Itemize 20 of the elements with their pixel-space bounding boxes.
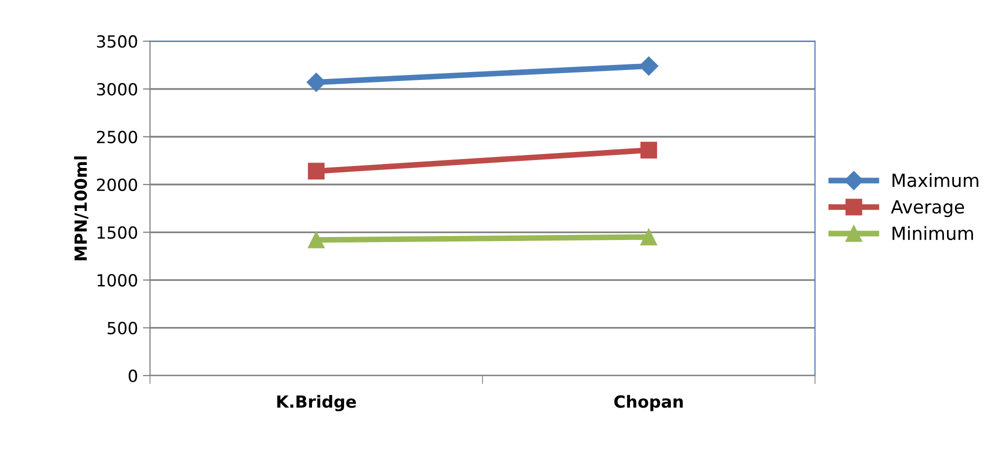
point <box>308 232 325 248</box>
x-tick-label: Chopan <box>614 395 683 412</box>
y-tick-label: 3500 <box>97 35 138 48</box>
y-axis-title: MPN/100ml <box>74 156 88 260</box>
legend-label: Minimum <box>892 226 973 240</box>
legend-label: Average <box>890 200 964 218</box>
point <box>308 162 325 180</box>
y-tick-label: 0 <box>128 370 138 382</box>
point <box>306 72 326 92</box>
y-tick-label: 1500 <box>98 226 138 239</box>
point <box>639 56 658 76</box>
point <box>640 142 658 158</box>
y-tick-label: 1000 <box>98 274 138 287</box>
x-tick-label: K.Bridge <box>277 395 356 412</box>
y-tick-label: 2500 <box>97 130 138 144</box>
y-tick-label: 2000 <box>97 178 138 192</box>
point <box>640 228 658 246</box>
legend-label: Maximum <box>892 173 978 188</box>
y-tick-label: 500 <box>108 322 138 334</box>
y-tick-label: 3000 <box>97 82 138 96</box>
